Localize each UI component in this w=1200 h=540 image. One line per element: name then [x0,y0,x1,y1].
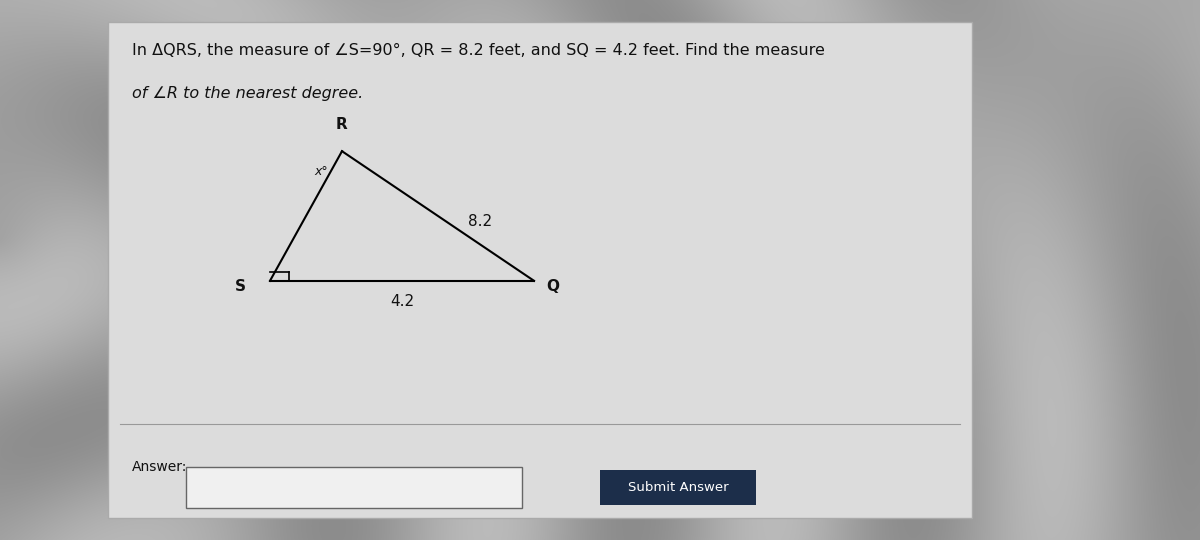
Text: of ∠R to the nearest degree.: of ∠R to the nearest degree. [132,86,364,102]
Bar [108,22,972,518]
Text: Submit Answer: Submit Answer [628,481,728,494]
Text: S: S [235,279,246,294]
Bar [186,467,522,508]
Text: Answer:: Answer: [132,460,187,474]
Text: R: R [336,117,348,132]
Text: 4.2: 4.2 [390,294,414,309]
Text: x°: x° [314,165,329,178]
Text: Q: Q [546,279,559,294]
Bar [600,470,756,505]
Text: In ΔQRS, the measure of ∠S=90°, QR = 8.2 feet, and SQ = 4.2 feet. Find the measu: In ΔQRS, the measure of ∠S=90°, QR = 8.2… [132,43,824,58]
Text: 8.2: 8.2 [468,214,492,229]
